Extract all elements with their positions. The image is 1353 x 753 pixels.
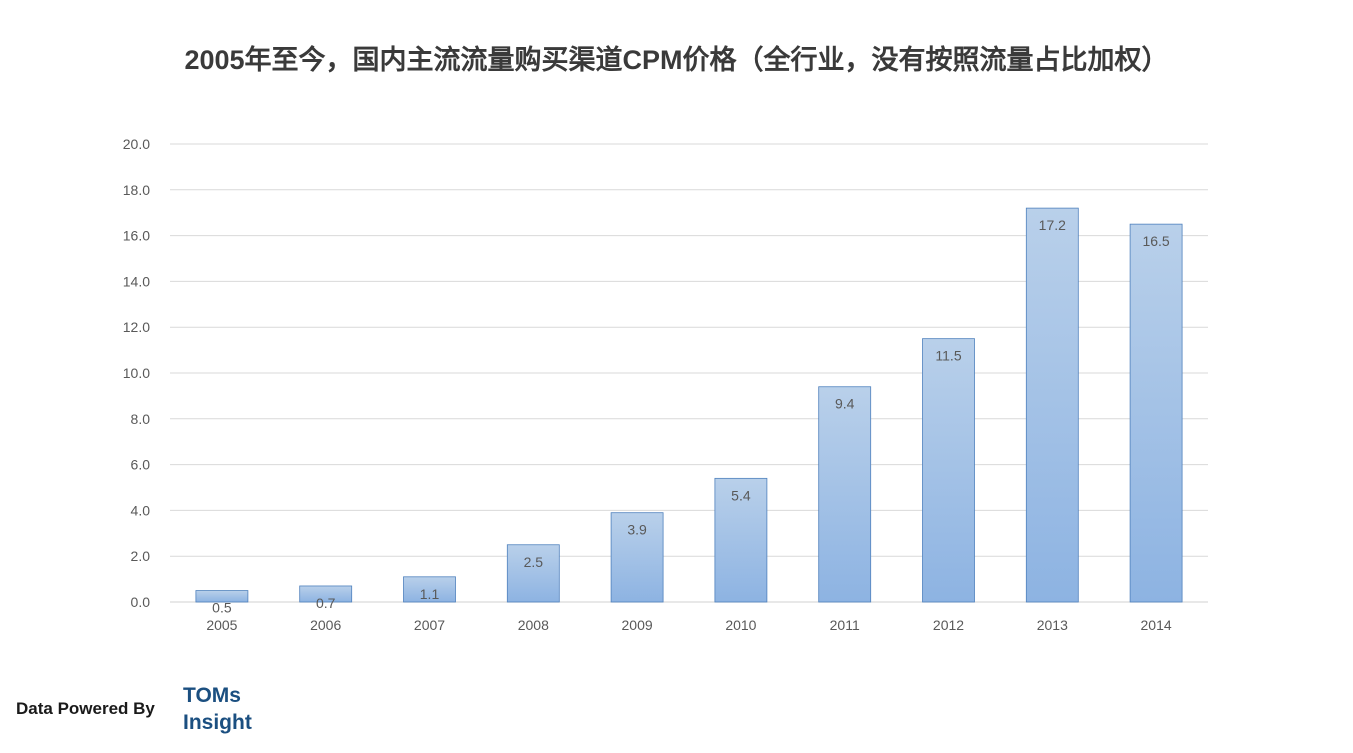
y-tick-label: 20.0 [123, 136, 150, 152]
y-tick-label: 18.0 [123, 182, 150, 198]
x-tick-label: 2005 [206, 617, 237, 633]
bar-2014 [1129, 223, 1183, 603]
y-axis-ticks: 0.0 2.0 4.0 6.0 8.0 10.0 12.0 14.0 16.0 18.0 20.0 [123, 136, 150, 610]
gridlines [170, 143, 1208, 603]
bars [195, 207, 1183, 603]
x-tick-label: 2014 [1141, 617, 1172, 633]
bar-2008 [506, 544, 560, 603]
x-tick-label: 2008 [518, 617, 549, 633]
logo-line-2: Insight [183, 711, 252, 734]
x-tick-label: 2009 [622, 617, 653, 633]
data-label-2011: 9.4 [835, 396, 855, 412]
y-tick-label: 0.0 [131, 594, 151, 610]
x-tick-label: 2006 [310, 617, 341, 633]
logo-line-1: TOMs [183, 684, 241, 707]
bar-chart: 0.02.04.06.08.010.012.014.016.018.020.0 … [123, 136, 1208, 633]
bar-2006 [299, 585, 353, 603]
data-labels: 0.5 0.7 1.1 2.5 3.9 5.4 9.4 11.5 17.2 16.5 [212, 217, 1170, 615]
x-tick-label: 2010 [725, 617, 756, 633]
data-label-2014: 16.5 [1142, 233, 1169, 249]
y-tick-label: 4.0 [131, 502, 151, 518]
y-tick-label: 16.0 [123, 228, 150, 244]
bar-2013 [1025, 207, 1079, 603]
bar-2010 [714, 477, 768, 603]
data-label-2013: 17.2 [1039, 217, 1066, 233]
y-tick-label: 6.0 [131, 457, 151, 473]
bar-2012 [922, 338, 975, 603]
toms-insight-logo: TOMs Insight [183, 682, 252, 736]
bar-2009 [610, 512, 664, 603]
chart-title: 2005年至今，国内主流流量购买渠道CPM价格（全行业，没有按照流量占比加权） [184, 45, 1169, 75]
x-tick-label: 2013 [1037, 617, 1068, 633]
y-tick-label: 8.0 [131, 411, 151, 427]
data-label-2008: 2.5 [524, 554, 544, 570]
y-tick-label: 2.0 [131, 548, 151, 564]
powered-by-label: Data Powered By [16, 699, 155, 718]
data-label-2007: 1.1 [420, 586, 440, 602]
data-label-2010: 5.4 [731, 487, 751, 503]
x-tick-label: 2012 [933, 617, 964, 633]
bar-2007 [403, 576, 456, 603]
x-axis-ticks: 2005 2006 2007 2008 2009 2010 2011 2012 2013 2014 [206, 617, 1172, 633]
y-tick-label: 10.0 [123, 365, 150, 381]
data-label-2009: 3.9 [627, 522, 647, 538]
bar-2011 [818, 386, 872, 603]
data-label-2006: 0.7 [316, 595, 336, 611]
data-label-2005: 0.5 [212, 600, 232, 616]
x-tick-label: 2007 [414, 617, 445, 633]
y-tick-label: 14.0 [123, 273, 150, 289]
y-tick-label: 12.0 [123, 319, 150, 335]
bar-2005 [195, 590, 249, 603]
x-tick-label: 2011 [830, 617, 860, 633]
data-label-2012: 11.5 [935, 348, 961, 364]
